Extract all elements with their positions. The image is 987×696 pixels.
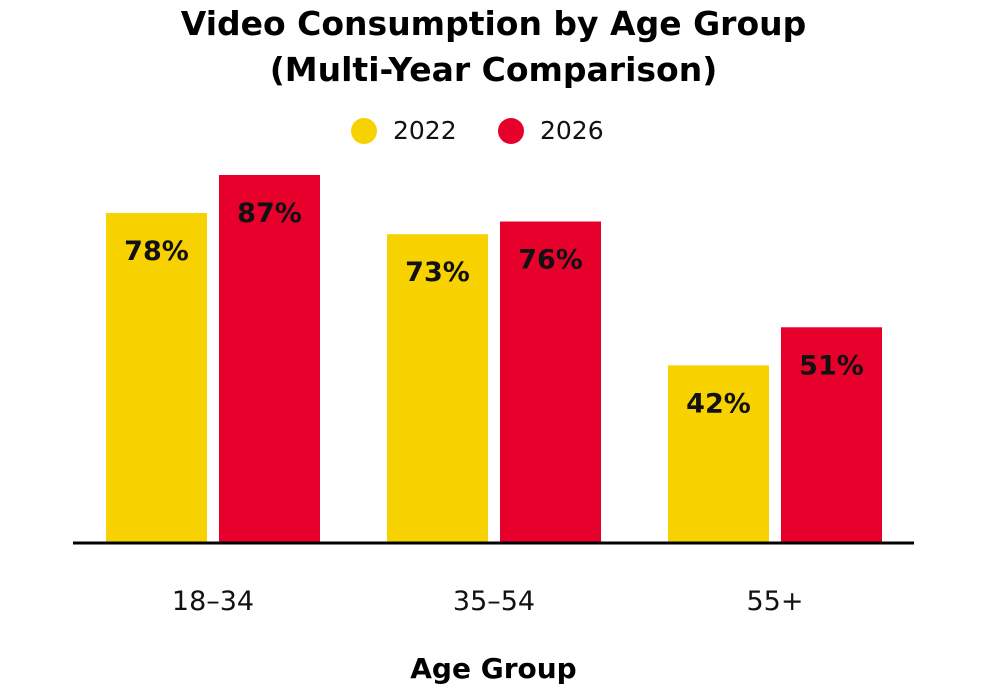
bar-2022-1 <box>387 234 488 543</box>
x-tick-label-2: 55+ <box>747 586 804 617</box>
bar-2026-0 <box>219 174 320 544</box>
legend-item-2026: 2026 <box>498 116 604 145</box>
bar-2022-0 <box>106 213 207 543</box>
legend: 2022 2026 <box>0 116 987 152</box>
data-label-2026-2: 51% <box>799 350 864 381</box>
x-axis-title: Age Group <box>410 652 577 685</box>
legend-label-2026: 2026 <box>540 116 604 145</box>
x-tick-label-0: 18–34 <box>172 586 254 617</box>
legend-swatch-2022 <box>351 117 377 144</box>
bar-2026-1 <box>500 221 601 543</box>
bar-2026-2 <box>781 327 882 543</box>
x-tick-label-1: 35–54 <box>453 586 535 617</box>
chart-title-line-1: Video Consumption by Age Group <box>180 4 807 43</box>
data-label-2022-2: 42% <box>686 388 751 419</box>
legend-swatch-2026 <box>498 117 524 144</box>
data-label-2026-1: 76% <box>518 245 583 276</box>
legend-label-2022: 2022 <box>393 116 457 145</box>
legend-item-2022: 2022 <box>351 116 457 145</box>
bar-2022-2 <box>668 365 769 543</box>
data-label-2026-0: 87% <box>237 198 302 229</box>
data-label-2022-1: 73% <box>405 257 470 288</box>
chart-title-line-2: (Multi-Year Comparison) <box>269 50 718 89</box>
data-label-2022-0: 78% <box>124 236 189 267</box>
